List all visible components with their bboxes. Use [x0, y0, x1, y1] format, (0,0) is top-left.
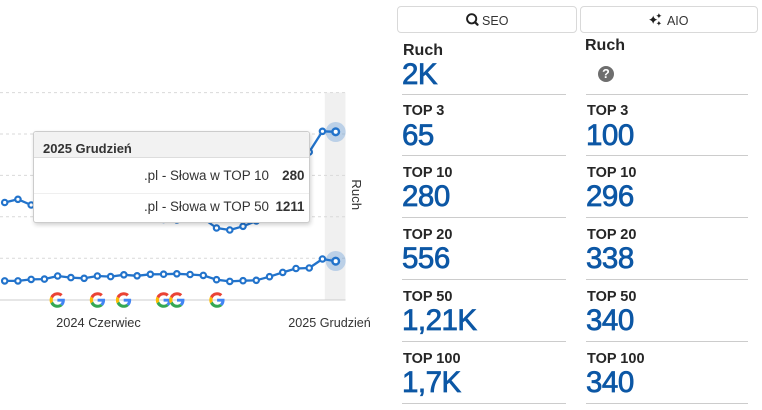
- svg-text:?: ?: [602, 67, 610, 81]
- svg-text:2024 Czerwiec: 2024 Czerwiec: [56, 315, 141, 330]
- svg-text:Ruch: Ruch: [349, 179, 364, 210]
- svg-text:2025 Grudzień: 2025 Grudzień: [288, 316, 371, 330]
